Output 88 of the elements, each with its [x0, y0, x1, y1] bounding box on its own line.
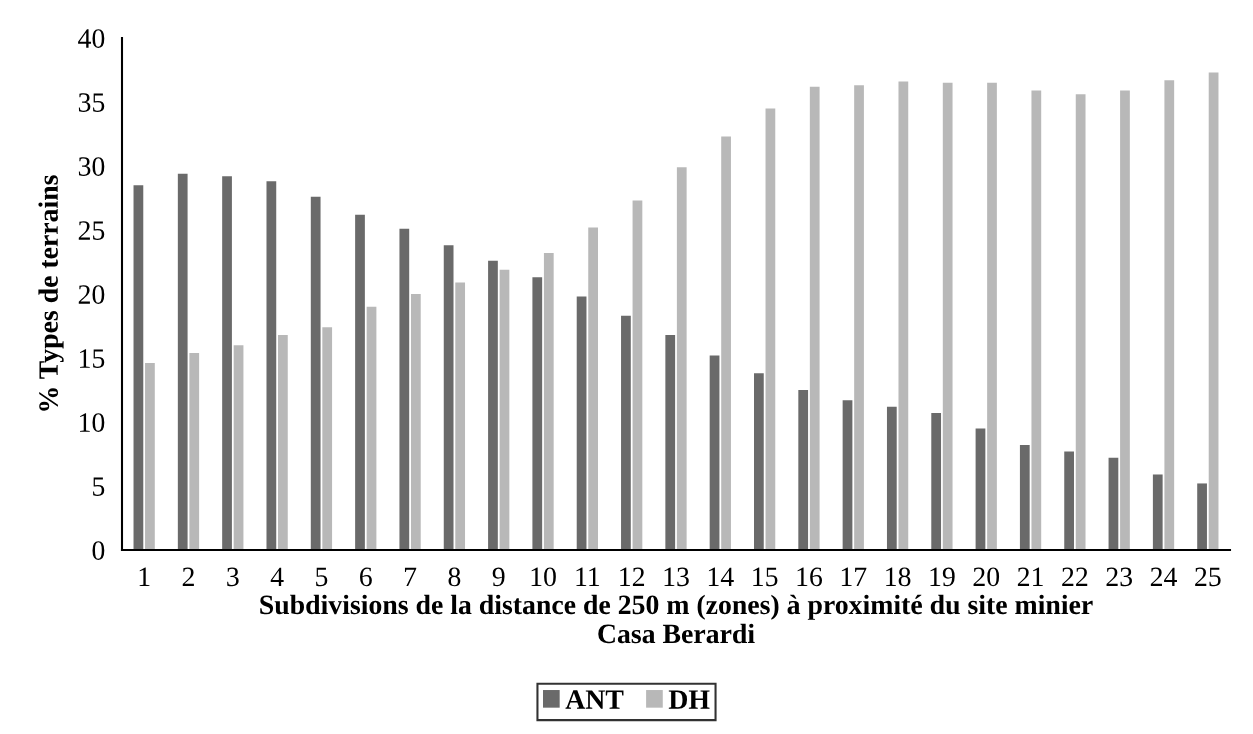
legend-label: DH: [668, 690, 710, 709]
x-tick-label: 9: [492, 567, 505, 587]
y-tick-label: 15: [80, 349, 105, 368]
bar: [1019, 445, 1030, 550]
x-tick-label: 3: [227, 567, 239, 587]
bar: [576, 296, 587, 550]
bar: [1108, 457, 1119, 550]
y-tick-label: 20: [78, 285, 105, 304]
bar: [355, 214, 365, 550]
x-tick-label: 16: [797, 567, 823, 587]
x-tick-label: 11: [576, 567, 600, 586]
y-tick-label: 10: [80, 413, 105, 432]
bar: [1197, 483, 1207, 550]
bar: [721, 136, 731, 550]
bar: [898, 81, 909, 550]
bar: [488, 260, 498, 550]
x-tick-label: 12: [620, 567, 645, 586]
bar: [842, 400, 853, 550]
y-tick-label: 0: [92, 541, 105, 560]
bar: [798, 390, 809, 550]
bar: [233, 345, 244, 550]
bar: [322, 327, 333, 550]
y-tick-label: 25: [78, 221, 105, 240]
bar: [1075, 94, 1086, 550]
bar: [278, 334, 288, 550]
x-axis-title: Subdivisions de la distance de 250 m (zones) à proximité du site minier Casa Berardi: [260, 594, 1093, 644]
bar: [177, 173, 188, 550]
x-tick-label: 18: [886, 567, 911, 587]
bar: [443, 245, 454, 550]
x-tick-label: 8: [448, 567, 461, 587]
bar: [543, 253, 554, 550]
bar: [709, 355, 720, 550]
bar: [532, 277, 543, 550]
bar: [621, 315, 631, 550]
x-tick-label: 17: [841, 567, 867, 586]
bar: [886, 406, 897, 550]
bar: [854, 85, 864, 550]
x-tick-label: 22: [1062, 567, 1088, 586]
bar: [1152, 474, 1163, 550]
bar: [632, 200, 643, 550]
bar: [222, 176, 232, 550]
y-tick-label: 30: [78, 157, 105, 176]
bar: [1031, 90, 1042, 550]
bar: [1208, 72, 1219, 550]
x-tick-label: 14: [708, 567, 734, 586]
bar: [133, 185, 144, 550]
x-tick-label: 15: [753, 567, 778, 587]
y-tick-label: 35: [78, 93, 105, 112]
x-tick-label: 19: [930, 567, 955, 587]
bar: [1064, 451, 1074, 550]
x-tick-label: 24: [1150, 567, 1177, 586]
bar: [455, 282, 466, 550]
bar: [665, 334, 676, 550]
bar: [931, 413, 942, 550]
x-tick-label: 21: [1017, 567, 1043, 586]
x-tick-label: 20: [973, 567, 1000, 587]
bar: [809, 86, 820, 550]
x-tick-label: 4: [270, 567, 284, 586]
x-tick-label: 10: [531, 567, 556, 587]
y-tick-label: 40: [78, 29, 105, 48]
bar: [1120, 90, 1130, 550]
x-tick-label: 25: [1195, 567, 1221, 587]
x-tick-label: 5: [316, 567, 328, 587]
x-tick-label: 2: [182, 567, 194, 586]
bar: [499, 269, 510, 550]
bar: [310, 196, 321, 550]
bar: [266, 181, 277, 550]
bar: [987, 82, 997, 550]
x-tick-label: 23: [1106, 567, 1132, 587]
bar: [588, 227, 598, 550]
bar: [975, 428, 986, 550]
bar: [145, 363, 155, 550]
bar: [765, 108, 776, 550]
x-tick-label: 13: [664, 567, 689, 587]
x-tick-label: 6: [360, 567, 372, 587]
bar: [189, 352, 200, 550]
bar: [410, 294, 421, 550]
legend-label: ANT: [565, 690, 624, 709]
bar: [366, 306, 377, 550]
bar: [676, 167, 687, 550]
x-tick-label: 1: [139, 567, 150, 586]
bar: [399, 228, 410, 550]
y-tick-label: 5: [93, 477, 105, 496]
bar: [1164, 80, 1175, 550]
bar: [754, 373, 764, 550]
bar: [942, 82, 953, 550]
x-tick-label: 7: [404, 567, 417, 586]
y-axis-title: % Types de terrains: [38, 175, 64, 411]
